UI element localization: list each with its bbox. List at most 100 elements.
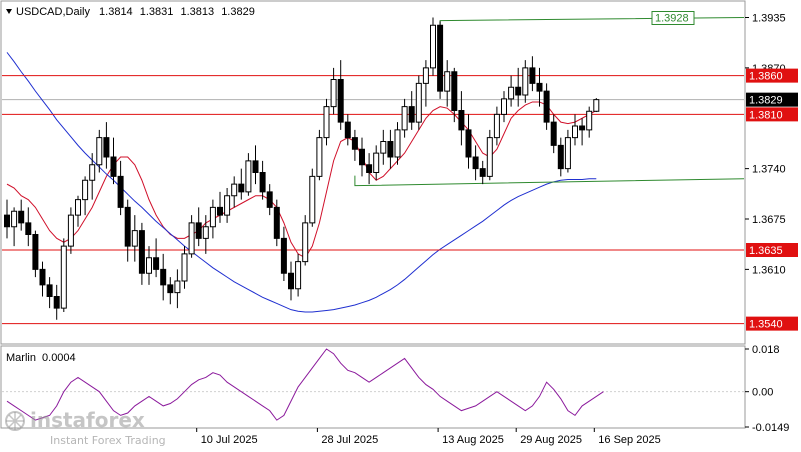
candle-body (280, 237, 287, 274)
candle-body (451, 71, 458, 111)
candle-body (373, 152, 380, 173)
candle-body (18, 210, 25, 224)
candle-body (309, 175, 316, 224)
candle-body (529, 67, 536, 84)
level-tag (746, 68, 798, 83)
oscillator (2, 348, 744, 421)
candle-body (245, 160, 252, 193)
candle-body (337, 79, 344, 123)
candle-body (394, 129, 401, 158)
candle-body (380, 141, 387, 154)
candle-body (238, 183, 245, 193)
header-ohlc: USDCAD,Daily 1.3814 1.3831 1.3813 1.3829 (16, 6, 255, 18)
oscillator-header: Marlin 0.0004 (6, 352, 76, 364)
candle-body (96, 137, 103, 166)
oscillator-axis-label: -0.0149 (752, 422, 789, 434)
oscillator-name: Marlin (6, 352, 36, 364)
candle-body (124, 206, 131, 247)
candle-body (209, 206, 216, 228)
candle-body (557, 144, 564, 170)
channel-label-box (651, 11, 695, 25)
candle-body (217, 206, 223, 216)
candle-body (131, 230, 138, 247)
instaforex-logo-icon (5, 411, 25, 431)
candle-body (167, 284, 174, 294)
channel-label: 1.3928 (655, 13, 689, 25)
candle-body (593, 99, 600, 112)
candle-body (479, 168, 486, 177)
candle-body (515, 86, 522, 96)
candle-body (259, 172, 266, 193)
candle-body (160, 268, 167, 286)
candle-body (4, 214, 10, 228)
candle-body (564, 137, 571, 170)
candle-body (295, 261, 302, 290)
axes: 1.39351.38701.37401.36751.36101.38601.38… (196, 13, 798, 446)
candle-body (117, 175, 124, 208)
oscillator-line (6, 348, 604, 421)
current-price-tag (746, 92, 798, 107)
candle-body (408, 106, 415, 123)
candle-body (11, 210, 18, 228)
level-tag (746, 107, 798, 122)
candle-body (387, 141, 394, 158)
candle-body (472, 156, 479, 170)
candle-body (302, 222, 309, 263)
level-tag (746, 316, 798, 331)
level-label: 1.3635 (749, 245, 783, 257)
ma-slow-line (6, 52, 597, 313)
header-high: 1.3831 (140, 6, 174, 18)
candle-body (60, 245, 67, 309)
header-symbol: USDCAD,Daily (16, 6, 90, 18)
candle-body (486, 137, 493, 177)
candle-body (508, 86, 515, 100)
candle-body (273, 206, 280, 239)
candle-body (444, 71, 451, 92)
candle-body (430, 24, 436, 69)
oscillator-axis-label: 0.00 (752, 387, 773, 399)
candle-body (536, 82, 543, 92)
current-price-label: 1.3829 (749, 95, 783, 107)
watermark-brand: instaforex (30, 408, 145, 432)
candle-body (458, 110, 465, 131)
candle-body (110, 156, 117, 177)
candle-body (579, 125, 586, 131)
candle-body (572, 125, 578, 139)
candle-body (53, 296, 60, 309)
candle-body (501, 98, 507, 115)
time-axis-label: 13 Aug 2025 (442, 434, 504, 446)
candle-body (181, 253, 188, 282)
candle-body (32, 234, 39, 270)
header-close: 1.3829 (221, 6, 255, 18)
oscillator-value: 0.0004 (42, 352, 76, 364)
price-axis-label: 1.3610 (752, 264, 786, 276)
candles (4, 17, 600, 320)
candle-body (359, 148, 365, 166)
candle-body (316, 137, 323, 177)
candle-body (493, 113, 500, 139)
time-axis-label: 28 Jul 2025 (321, 434, 378, 446)
candle-body (252, 160, 259, 173)
time-axis-label: 29 Aug 2025 (520, 434, 582, 446)
candle-body (344, 121, 351, 139)
level-label: 1.3540 (749, 319, 783, 331)
watermark-tagline: Instant Forex Trading (50, 434, 166, 447)
candle-body (330, 79, 337, 108)
level-label: 1.3860 (749, 71, 783, 83)
candle-body (25, 222, 32, 235)
candle-body (39, 268, 46, 286)
candle-body (351, 137, 358, 150)
time-axis-label: 16 Sep 2025 (598, 434, 660, 446)
symbol-menu-icon[interactable] (6, 9, 12, 14)
candle-body (67, 214, 74, 247)
level-label: 1.3810 (749, 109, 783, 121)
candle-body (195, 222, 202, 239)
time-axis-label: 10 Jul 2025 (201, 434, 258, 446)
candle-body (586, 110, 593, 131)
candle-body (202, 226, 209, 239)
candle-body (138, 230, 145, 274)
moving-averages (6, 52, 597, 313)
header-open: 1.3814 (99, 6, 133, 18)
price-axis-label: 1.3675 (752, 214, 786, 226)
candle-body (543, 90, 550, 123)
